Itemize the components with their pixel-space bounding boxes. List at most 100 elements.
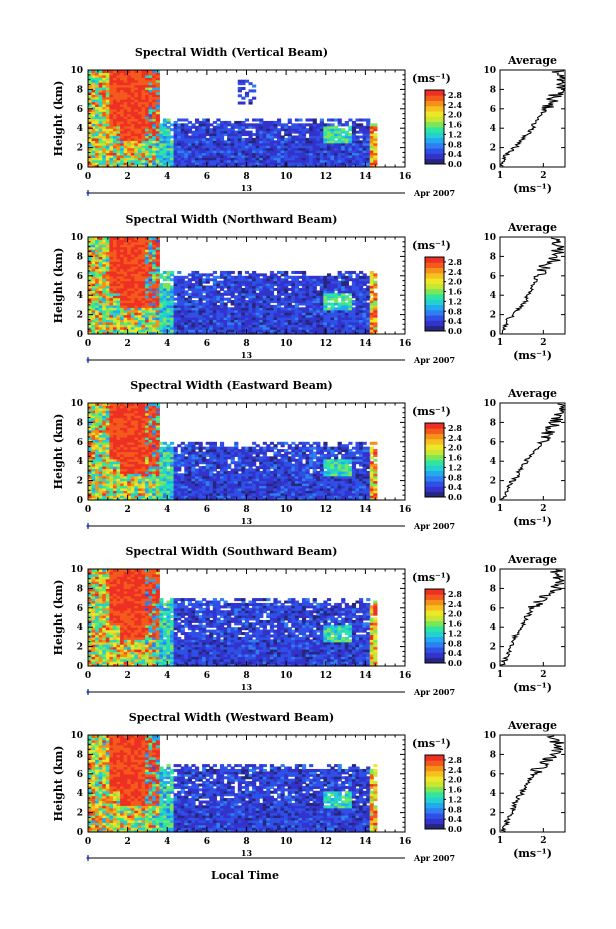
heatmap-cell xyxy=(287,292,292,296)
heatmap-cell xyxy=(191,159,196,163)
heatmap-cell xyxy=(316,329,321,333)
heatmap-cell xyxy=(291,164,296,168)
heatmap-cell xyxy=(241,140,246,144)
heatmap-cell xyxy=(269,329,275,333)
heatmap-cell xyxy=(102,162,107,166)
heatmap-cell xyxy=(316,137,321,141)
heatmap-cell xyxy=(337,270,342,274)
heatmap-cell xyxy=(291,331,296,335)
heatmap-cell xyxy=(212,164,217,168)
heatmap-cell xyxy=(269,324,275,328)
heatmap-cell xyxy=(112,326,118,330)
heatmap-cell xyxy=(230,312,235,316)
heatmap-cell xyxy=(248,123,253,127)
heatmap-cell xyxy=(319,321,324,325)
heatmap-cell xyxy=(209,147,214,151)
x-tick-label: 4 xyxy=(164,172,170,182)
heatmap-cell xyxy=(202,154,207,158)
heatmap-cell xyxy=(109,128,114,132)
heatmap-cell xyxy=(223,120,228,124)
heatmap-cell xyxy=(123,246,128,250)
heatmap-cell xyxy=(109,292,114,296)
heatmap-cell xyxy=(152,123,157,127)
heatmap-cell xyxy=(134,319,139,323)
heatmap-cell xyxy=(162,125,168,129)
heatmap-cell xyxy=(120,118,125,122)
heatmap-cell xyxy=(141,270,146,274)
heatmap-cell xyxy=(91,331,96,335)
heatmap-cell xyxy=(305,128,310,132)
heatmap-cell xyxy=(187,331,193,335)
heatmap-cell xyxy=(166,319,171,323)
x-tick-label: 2 xyxy=(124,339,130,349)
heatmap-cell xyxy=(294,118,300,122)
heatmap-cell xyxy=(330,133,335,137)
heatmap-cell xyxy=(198,290,203,294)
heatmap-cell xyxy=(148,154,153,158)
heatmap-cell xyxy=(170,324,175,328)
heatmap-cell xyxy=(330,285,335,289)
heatmap-cell xyxy=(202,326,207,330)
heatmap-cell xyxy=(152,307,157,311)
heatmap-cell xyxy=(305,147,310,151)
heatmap-cell xyxy=(259,309,264,313)
heatmap-cell xyxy=(227,317,232,321)
heatmap-cell xyxy=(166,159,171,163)
heatmap-cell xyxy=(312,130,317,134)
heatmap-cell xyxy=(141,140,146,144)
heatmap-cell xyxy=(202,278,207,282)
heatmap-cell xyxy=(102,300,107,304)
heatmap-cell xyxy=(348,314,353,318)
heatmap-cell xyxy=(280,273,285,277)
heatmap-cell xyxy=(223,164,228,168)
heatmap-cell xyxy=(173,331,178,335)
heatmap-cell xyxy=(191,123,196,127)
heatmap-cell xyxy=(98,111,103,115)
heatmap-cell xyxy=(159,317,164,321)
heatmap-cell xyxy=(155,137,160,141)
heatmap-cell xyxy=(277,278,282,282)
heatmap-cell xyxy=(91,106,96,110)
heatmap-cell xyxy=(137,326,143,330)
heatmap-cell xyxy=(351,314,357,318)
heatmap-cell xyxy=(95,94,100,98)
heatmap-cell xyxy=(330,302,335,306)
heatmap-cell xyxy=(152,324,157,328)
heatmap-cell xyxy=(123,295,128,299)
heatmap-cell xyxy=(334,285,339,289)
heatmap-cell xyxy=(120,159,125,163)
heatmap-cell xyxy=(216,326,221,330)
heatmap-cell xyxy=(351,317,357,321)
heatmap-cell xyxy=(277,312,282,316)
heatmap-cell xyxy=(105,145,110,149)
heatmap-cell xyxy=(262,321,267,325)
heatmap-cell xyxy=(198,137,203,141)
heatmap-cell xyxy=(141,261,146,265)
heatmap-cell xyxy=(237,297,242,301)
heatmap-cell xyxy=(212,137,217,141)
heatmap-cells xyxy=(88,237,378,335)
heatmap-cell xyxy=(184,297,189,301)
heatmap-cell xyxy=(145,295,150,299)
heatmap-cell xyxy=(194,302,200,306)
heatmap-cell xyxy=(262,300,267,304)
heatmap-cell xyxy=(301,135,307,139)
heatmap-cell xyxy=(312,280,317,284)
heatmap-cell xyxy=(152,249,157,253)
heatmap-cell xyxy=(284,309,289,313)
heatmap-cell xyxy=(130,79,135,83)
heatmap-cell xyxy=(102,157,107,161)
heatmap-cell xyxy=(273,309,278,313)
heatmap-cell xyxy=(148,113,153,117)
heatmap-cell xyxy=(134,256,139,260)
heatmap-cell xyxy=(194,285,200,289)
heatmap-cell xyxy=(291,319,296,323)
heatmap-cell xyxy=(180,164,185,168)
heatmap-cell xyxy=(291,307,296,311)
heatmap-cell xyxy=(120,258,125,262)
heatmap-cell xyxy=(316,157,321,161)
heatmap-cell xyxy=(259,287,264,291)
heatmap-cell xyxy=(369,128,374,132)
heatmap-cell xyxy=(323,280,328,284)
heatmap-cell xyxy=(177,292,182,296)
